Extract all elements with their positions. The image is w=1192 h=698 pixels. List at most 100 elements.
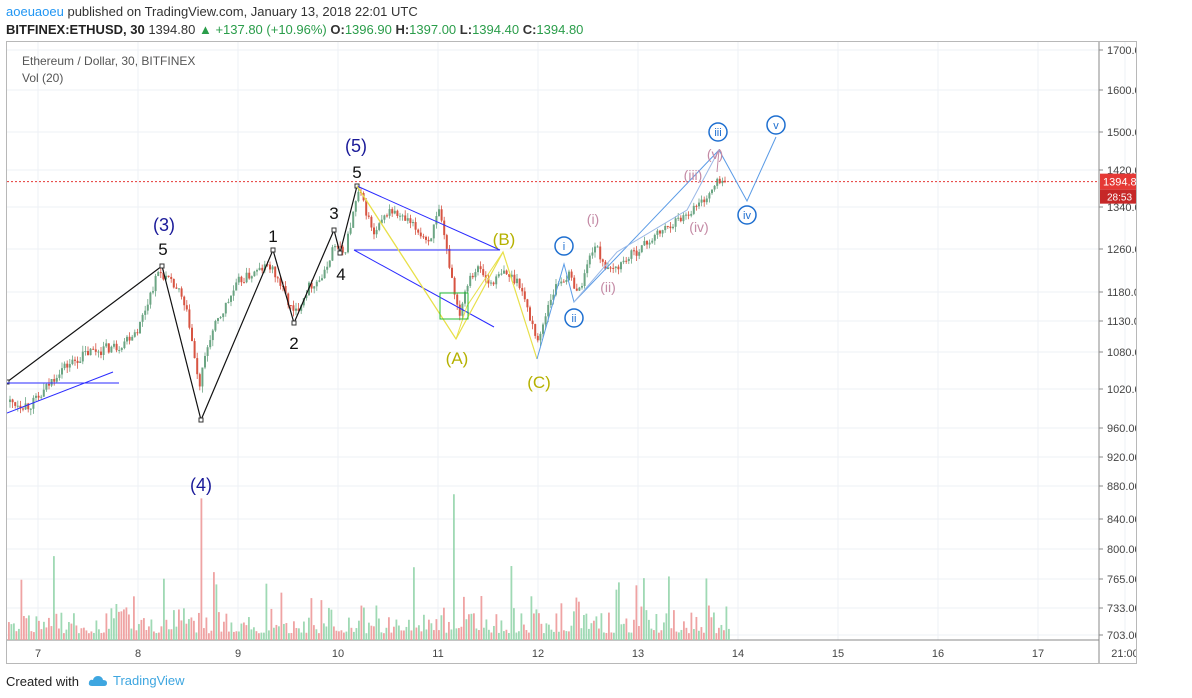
volume-bar <box>418 625 420 640</box>
wave-label-circle <box>554 236 574 256</box>
author-link[interactable]: aoeuaoeu <box>6 4 64 19</box>
volume-bar <box>283 623 285 640</box>
candle-body <box>19 405 22 409</box>
candle-body <box>336 246 339 248</box>
volume-bar <box>400 630 403 640</box>
candle-body <box>243 282 245 284</box>
candle-body <box>201 367 204 387</box>
volume-bar <box>45 627 48 640</box>
volume-bar <box>175 626 178 640</box>
volume-bar <box>203 628 205 640</box>
candle-body <box>570 271 573 278</box>
volume-bar <box>703 632 705 640</box>
volume-bar <box>463 596 465 640</box>
volume-bar <box>638 626 640 640</box>
candle-body <box>253 271 256 277</box>
candle-body <box>123 341 126 349</box>
wave-label-circle <box>766 115 786 135</box>
volume-bar <box>610 632 613 640</box>
chart-area[interactable]: 1700.001600.001500.001420.001340.001260.… <box>6 41 1137 664</box>
volume-bar <box>535 609 538 640</box>
candle-body <box>196 358 199 375</box>
candle-body <box>100 351 102 355</box>
candle-body <box>388 209 391 216</box>
volume-bar <box>555 613 558 640</box>
volume-bar <box>483 627 485 640</box>
volume-bar <box>410 630 413 640</box>
volume-bar <box>80 628 83 640</box>
volume-bar <box>395 619 398 640</box>
volume-bar <box>378 618 380 640</box>
date-tick-label: 11 <box>432 648 443 660</box>
trend-channel-line <box>7 371 114 414</box>
volume-bar <box>138 624 140 640</box>
candle-body <box>193 341 196 359</box>
volume-bar <box>130 628 133 640</box>
volume-bar <box>458 628 460 640</box>
volume-bar <box>103 632 105 640</box>
volume-bar <box>608 612 610 640</box>
candle-body <box>414 222 417 230</box>
volume-bar <box>310 598 313 640</box>
candle-body <box>661 230 664 234</box>
candle-body <box>435 216 438 225</box>
volume-bar <box>613 632 615 640</box>
volume-bar <box>300 632 303 640</box>
volume-bar <box>148 626 150 640</box>
volume-bar <box>83 627 85 640</box>
volume-bar <box>603 632 605 640</box>
volume-bar <box>240 623 243 640</box>
volume-bar <box>543 633 545 640</box>
volume-bar <box>303 621 305 640</box>
candle-body <box>178 288 180 290</box>
candle-body <box>29 408 32 410</box>
date-tick-label: 13 <box>632 648 644 660</box>
candle-body <box>162 272 165 280</box>
volume-bar <box>123 609 125 640</box>
volume-bar <box>588 628 590 640</box>
volume-bar <box>648 619 650 640</box>
candle-body <box>705 198 708 203</box>
price-chart-svg[interactable]: 1700.001600.001500.001420.001340.001260.… <box>7 42 1137 664</box>
volume-bar <box>713 612 715 640</box>
candle-body <box>81 351 84 362</box>
volume-bar <box>185 623 188 640</box>
publish-info: published on TradingView.com, January 13… <box>67 4 418 19</box>
wave-label-minor: 4 <box>336 265 345 284</box>
corrective-wave-line <box>356 185 457 340</box>
volume-bar <box>373 626 375 640</box>
candle-body <box>466 285 469 292</box>
low-value: 1394.40 <box>472 22 520 37</box>
date-tick-label: 7 <box>35 648 41 660</box>
tradingview-logo[interactable]: TradingView <box>88 672 185 688</box>
volume-bar <box>198 612 200 640</box>
candle-body <box>66 363 69 368</box>
candle-body <box>474 272 477 278</box>
volume-bar <box>673 610 675 640</box>
volume-bar <box>25 618 28 640</box>
trend-channel-line <box>356 185 501 251</box>
wave-label-major: (5) <box>345 136 367 156</box>
volume-bar <box>305 632 308 640</box>
volume-bar <box>363 607 365 640</box>
candle-body <box>531 320 534 325</box>
candle-body <box>94 349 97 352</box>
wave-label-minor: 3 <box>329 204 338 223</box>
volume-bar <box>590 623 593 640</box>
candle-body <box>341 246 344 253</box>
price-tick-label: 1600.00 <box>1107 85 1137 97</box>
candle-body <box>172 278 175 288</box>
volume-bar <box>208 633 210 640</box>
candle-body <box>237 276 240 283</box>
candle-body <box>313 286 316 289</box>
candle-body <box>258 267 261 271</box>
candle-body <box>204 355 206 368</box>
candle-body <box>523 291 526 300</box>
volume-bar <box>125 607 128 640</box>
candle-body <box>412 222 414 224</box>
candle-body <box>297 308 300 311</box>
candle-body <box>573 277 576 289</box>
volume-bar <box>390 632 393 640</box>
volume-bar <box>170 629 173 640</box>
volume-bar <box>23 616 25 640</box>
